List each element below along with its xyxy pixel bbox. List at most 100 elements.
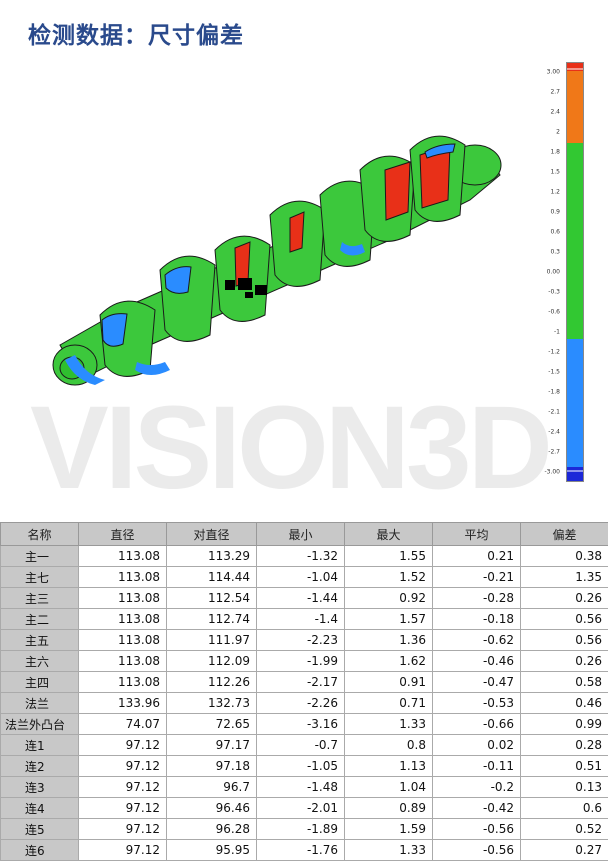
value-cell: 0.46 [520,692,608,714]
row-name-cell: 主三 [0,587,79,609]
value-cell: 1.35 [520,566,608,588]
value-cell: 95.95 [166,839,257,861]
value-cell: -1.76 [256,839,345,861]
table-row: 法兰 133.96 132.73 -2.26 0.71 -0.53 0.46 [0,692,608,714]
row-name-cell: 法兰外凸台 [0,713,79,735]
row-name-cell: 连4 [0,797,79,819]
value-cell: 1.33 [344,713,433,735]
value-cell: 112.09 [166,650,257,672]
table-row: 连5 97.12 96.28 -1.89 1.59 -0.56 0.52 [0,818,608,840]
value-cell: 0.26 [520,587,608,609]
header-max: 最大 [344,522,433,546]
table-header-row: 名称 直径 对直径 最小 最大 平均 偏差 [0,522,608,546]
row-name-cell: 连1 [0,734,79,756]
value-cell: 0.56 [520,608,608,630]
table-row: 主五 113.08 111.97 -2.23 1.36 -0.62 0.56 [0,629,608,651]
scale-tick-label: 0.9 [550,208,560,216]
value-cell: 114.44 [166,566,257,588]
value-cell: 0.92 [344,587,433,609]
scale-tick-label: -0.6 [548,308,560,316]
value-cell: -0.21 [432,566,521,588]
table-row: 连6 97.12 95.95 -1.76 1.33 -0.56 0.27 [0,839,608,861]
header-name: 名称 [0,522,79,546]
value-cell: 0.89 [344,797,433,819]
value-cell: 112.74 [166,608,257,630]
row-name-cell: 主五 [0,629,79,651]
value-cell: 0.51 [520,755,608,777]
scale-tick-label: 1.8 [550,148,560,156]
value-cell: 112.26 [166,671,257,693]
value-cell: 1.13 [344,755,433,777]
table-row: 连4 97.12 96.46 -2.01 0.89 -0.42 0.6 [0,797,608,819]
crankshaft-deviation-model[interactable] [40,130,510,410]
row-name-cell: 主一 [0,545,79,567]
value-cell: 0.28 [520,734,608,756]
value-cell: 0.26 [520,650,608,672]
value-cell: 97.12 [78,839,167,861]
scale-tick-label: -1.8 [548,388,560,396]
value-cell: -1.05 [256,755,345,777]
value-cell: -1.04 [256,566,345,588]
value-cell: -1.4 [256,608,345,630]
scale-tick-label: 2 [556,128,560,136]
header-average: 平均 [432,522,521,546]
value-cell: 74.07 [78,713,167,735]
value-cell: 113.08 [78,608,167,630]
table-row: 法兰外凸台 74.07 72.65 -3.16 1.33 -0.66 0.99 [0,713,608,735]
scale-tick-label: -1.5 [548,368,560,376]
scale-tick-label: 1.2 [550,188,560,196]
table-row: 连1 97.12 97.17 -0.7 0.8 0.02 0.28 [0,734,608,756]
value-cell: 0.56 [520,629,608,651]
header-deviation: 偏差 [520,522,608,546]
table-row: 连3 97.12 96.7 -1.48 1.04 -0.2 0.13 [0,776,608,798]
scale-tick-label: -3.00 [544,468,560,476]
value-cell: 0.6 [520,797,608,819]
value-cell: 0.99 [520,713,608,735]
color-scale-bar [566,62,584,482]
row-name-cell: 连2 [0,755,79,777]
value-cell: 113.08 [78,671,167,693]
value-cell: 112.54 [166,587,257,609]
scale-tick-label: -1.2 [548,348,560,356]
value-cell: -2.01 [256,797,345,819]
page-title: 检测数据：尺寸偏差 [28,23,244,49]
value-cell: 97.12 [78,755,167,777]
value-cell: -0.53 [432,692,521,714]
header-min: 最小 [256,522,345,546]
table-row: 主四 113.08 112.26 -2.17 0.91 -0.47 0.58 [0,671,608,693]
scale-tick-label: -2.1 [548,408,560,416]
value-cell: 97.17 [166,734,257,756]
value-cell: 113.29 [166,545,257,567]
scale-tick-label: 3.00 [546,68,560,76]
value-cell: 97.12 [78,734,167,756]
value-cell: -0.7 [256,734,345,756]
value-cell: -3.16 [256,713,345,735]
value-cell: -1.32 [256,545,345,567]
value-cell: 132.73 [166,692,257,714]
value-cell: 0.91 [344,671,433,693]
scale-tick-label: 0.00 [546,268,560,276]
value-cell: 133.96 [78,692,167,714]
color-scale-legend: 3.00 2.7 2.4 2 1.8 1.5 1.2 0.9 0.6 0.3 0.00 -0.3 -0.… [544,62,584,482]
value-cell: -2.17 [256,671,345,693]
value-cell: -0.46 [432,650,521,672]
scale-tick-label: 0.6 [550,228,560,236]
value-cell: 1.04 [344,776,433,798]
value-cell: -1.89 [256,818,345,840]
value-cell: 0.21 [432,545,521,567]
scale-tick-label: 2.7 [550,88,560,96]
value-cell: -0.56 [432,818,521,840]
value-cell: 0.02 [432,734,521,756]
value-cell: 0.58 [520,671,608,693]
value-cell: 0.71 [344,692,433,714]
scale-tick-label: -2.7 [548,448,560,456]
row-name-cell: 主二 [0,608,79,630]
value-cell: -2.23 [256,629,345,651]
scale-tick-label: -1 [554,328,560,336]
scale-tick-label: 0.3 [550,248,560,256]
value-cell: -0.42 [432,797,521,819]
value-cell: -0.18 [432,608,521,630]
header-diameter: 直径 [78,522,167,546]
value-cell: 96.7 [166,776,257,798]
value-cell: -1.44 [256,587,345,609]
